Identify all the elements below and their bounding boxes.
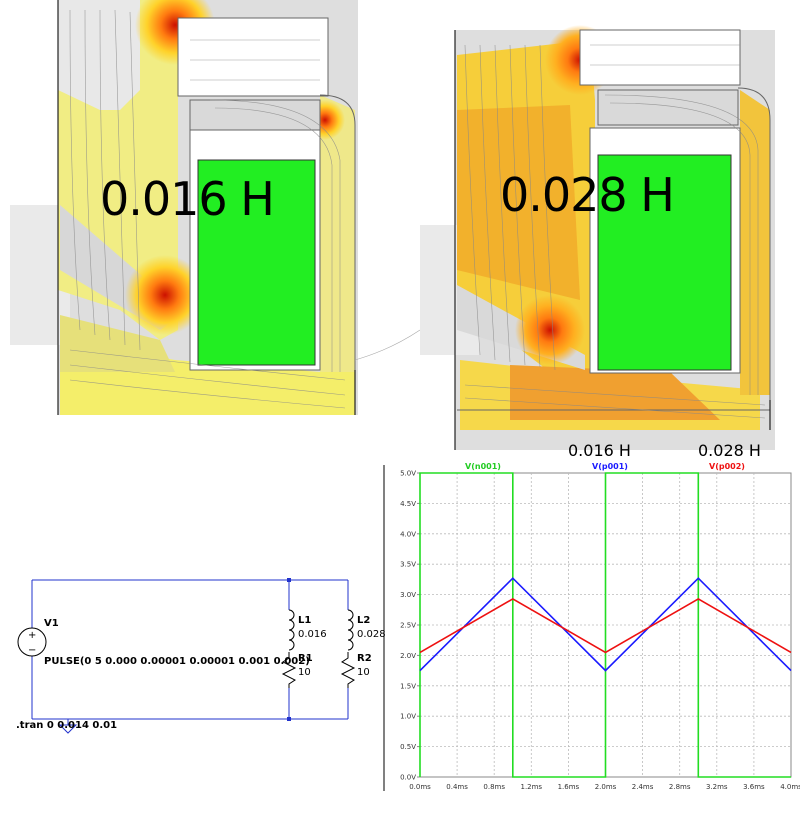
y-tick-label: 2.0V bbox=[400, 652, 416, 660]
coil-right bbox=[597, 154, 732, 371]
x-tick-label: 0.0ms bbox=[409, 783, 431, 791]
y-tick-label: 3.0V bbox=[400, 591, 416, 599]
r2-value[interactable]: 10 bbox=[357, 667, 370, 678]
x-tick-label: 2.0ms bbox=[595, 783, 617, 791]
l2-name: L2 bbox=[357, 615, 371, 626]
schematic-wires: + − bbox=[17, 578, 356, 734]
y-tick-label: 2.5V bbox=[400, 622, 416, 630]
svg-text:−: − bbox=[28, 645, 36, 656]
x-tick-label: 0.4ms bbox=[446, 783, 468, 791]
junction-dot-bottom bbox=[287, 717, 291, 721]
inductor-l2-symbol[interactable] bbox=[347, 609, 354, 651]
source-name: V1 bbox=[44, 618, 59, 629]
y-tick-label: 0.0V bbox=[400, 774, 416, 782]
inductor-l1-symbol[interactable] bbox=[288, 609, 295, 651]
series-line-1 bbox=[419, 472, 791, 778]
ground-symbol bbox=[58, 719, 78, 734]
voltage-source-symbol[interactable] bbox=[17, 627, 47, 657]
x-tick-label: 3.6ms bbox=[743, 783, 765, 791]
x-tick-label: 0.8ms bbox=[483, 783, 505, 791]
series-line-3 bbox=[419, 597, 792, 654]
y-tick-label: 1.5V bbox=[400, 682, 416, 690]
svg-text:+: + bbox=[28, 630, 36, 641]
x-tick-label: 2.8ms bbox=[669, 783, 691, 791]
y-tick-label: 0.5V bbox=[400, 743, 416, 751]
plot-annotation-left: 0.016 H bbox=[568, 441, 631, 460]
fem-left-inductance-label: 0.016 H bbox=[100, 172, 275, 226]
plot-area[interactable]: 0.0ms 0.4ms 0.8ms 1.2ms 1.6ms 2.0ms 2.4ms 2.8ms… bbox=[381, 460, 800, 800]
fem-right-drawing bbox=[420, 25, 775, 450]
y-tick-label: 4.5V bbox=[400, 500, 416, 508]
fem-plot-left: 0.016 H bbox=[0, 0, 420, 415]
r1-name: R1 bbox=[298, 653, 313, 664]
l1-value[interactable]: 0.016 bbox=[298, 629, 327, 640]
x-tick-label: 3.2ms bbox=[706, 783, 728, 791]
coil-left bbox=[197, 159, 316, 366]
plot-annotation-right: 0.028 H bbox=[698, 441, 761, 460]
resistor-r1-symbol[interactable] bbox=[281, 652, 297, 688]
series-line-2 bbox=[419, 577, 792, 672]
l1-name: L1 bbox=[298, 615, 312, 626]
legend-series-3[interactable]: V(p002) bbox=[709, 462, 745, 471]
circuit-schematic: + − V1 PULSE(0 5 0.000 0.00001 0.00001 0… bbox=[0, 560, 386, 750]
y-tick-label: 5.0V bbox=[400, 470, 416, 478]
fem-plot-right: 0.028 H bbox=[420, 0, 800, 450]
r1-value[interactable]: 10 bbox=[298, 667, 311, 678]
junction-dot-top bbox=[287, 578, 291, 582]
x-tick-label: 1.2ms bbox=[520, 783, 542, 791]
y-tick-label: 4.0V bbox=[400, 530, 416, 538]
resistor-r2-symbol[interactable] bbox=[340, 652, 356, 688]
legend-series-2[interactable]: V(p001) bbox=[592, 462, 628, 471]
l2-value[interactable]: 0.028 bbox=[357, 629, 386, 640]
fem-left-drawing bbox=[10, 0, 420, 415]
y-tick-label: 1.0V bbox=[400, 713, 416, 721]
x-tick-label: 4.0ms bbox=[780, 783, 800, 791]
tran-directive[interactable]: .tran 0 0.014 0.01 bbox=[16, 720, 118, 731]
waveform-plot: V(n001) V(p001) V(p002) 0.0ms 0.4ms 0.8ms 1… bbox=[381, 460, 800, 820]
source-value[interactable]: PULSE(0 5 0.000 0.00001 0.00001 0.001 0.… bbox=[44, 656, 310, 667]
x-tick-label: 1.6ms bbox=[558, 783, 580, 791]
legend-series-1[interactable]: V(n001) bbox=[465, 462, 501, 471]
y-tick-label: 3.5V bbox=[400, 561, 416, 569]
fem-right-inductance-label: 0.028 H bbox=[500, 168, 675, 222]
x-tick-label: 2.4ms bbox=[632, 783, 654, 791]
r2-name: R2 bbox=[357, 653, 372, 664]
